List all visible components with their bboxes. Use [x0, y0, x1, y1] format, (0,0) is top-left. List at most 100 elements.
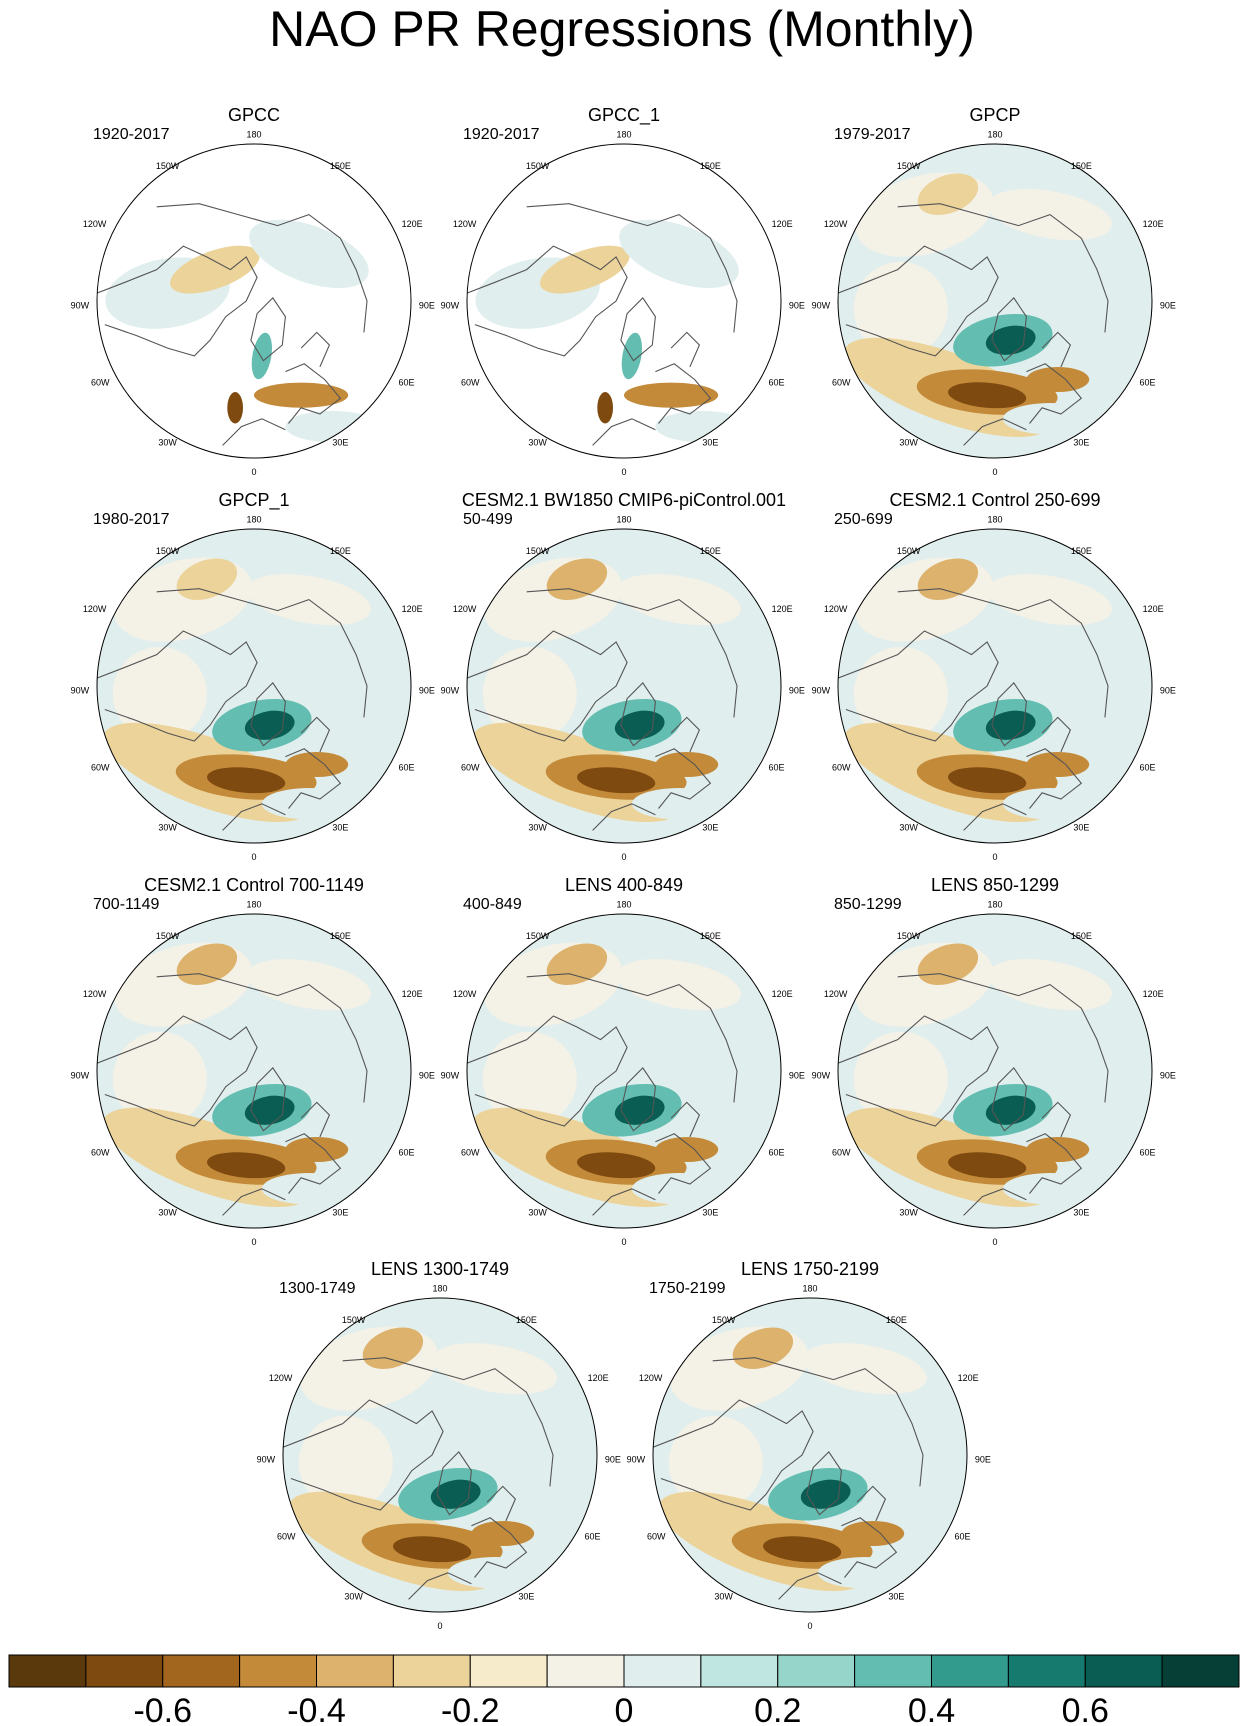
longitude-label: 120W	[824, 219, 848, 229]
longitude-label: 150W	[526, 161, 550, 171]
coastline	[963, 1188, 1027, 1216]
coastline	[283, 1399, 444, 1511]
anomaly-region	[1002, 403, 1098, 435]
map-panels: 180 0 150W 120W 90W 60W 30W 150E 120E 90E 60E 30E GP…	[71, 105, 1176, 1631]
longitude-label: 120E	[402, 604, 423, 614]
longitude-label: 90W	[441, 1071, 460, 1081]
figure-title: NAO PR Regressions (Monthly)	[269, 1, 975, 57]
anomaly-region	[1002, 1173, 1098, 1205]
anomaly-region	[668, 1415, 763, 1510]
longitude-label: 60E	[584, 1532, 600, 1542]
colorbar-segment	[85, 1654, 164, 1688]
coastline	[841, 1517, 898, 1578]
panel-title: CESM2.1 Control 700-1149	[144, 875, 364, 895]
anomaly-region	[948, 767, 1027, 794]
longitude-label: 150E	[330, 931, 351, 941]
panel-title: GPCP	[969, 105, 1020, 125]
longitude-label: 120E	[402, 219, 423, 229]
anomaly-region	[577, 1152, 656, 1179]
longitude-label: 0	[251, 467, 256, 477]
longitude-label: 180	[616, 900, 631, 910]
coastline	[222, 803, 286, 831]
coastline	[285, 363, 342, 424]
anomaly-region	[1026, 751, 1090, 778]
longitude-label: 150W	[897, 546, 921, 556]
coastline	[1026, 1133, 1083, 1194]
coastline	[1041, 1101, 1072, 1138]
coastline	[526, 973, 738, 1103]
anomaly-region	[763, 1536, 842, 1563]
longitude-label: 30W	[899, 822, 918, 832]
colorbar-segment	[316, 1654, 394, 1688]
coastline	[655, 748, 712, 809]
longitude-label: 120E	[1143, 219, 1164, 229]
longitude-label: 150W	[526, 546, 550, 556]
anomaly-region	[853, 1031, 948, 1126]
map-panel: 180 0 150W 120W 90W 60W 30W 150E 120E 90E 60E 30E LE…	[812, 875, 1176, 1247]
map-background	[97, 144, 411, 458]
anomaly-region	[285, 1136, 349, 1163]
colorbar-segment	[469, 1654, 548, 1688]
longitude-label: 120W	[83, 989, 107, 999]
colorbar-segment	[623, 1654, 702, 1688]
longitude-label: 60E	[398, 1148, 414, 1158]
coastline	[486, 1485, 517, 1522]
longitude-label: 90W	[812, 686, 831, 696]
coastline	[156, 203, 368, 333]
panel-period: 250-699	[834, 511, 893, 528]
colorbar-segment	[777, 1654, 856, 1688]
panel-period: 50-499	[463, 511, 513, 528]
longitude-label: 120W	[83, 219, 107, 229]
longitude-label: 90W	[257, 1455, 276, 1465]
longitude-label: 30W	[528, 822, 547, 832]
longitude-label: 60E	[1139, 763, 1155, 773]
longitude-label: 120E	[1143, 604, 1164, 614]
coastline	[620, 1067, 656, 1132]
longitude-label: 60E	[398, 378, 414, 388]
longitude-label: 60W	[91, 1148, 110, 1158]
map-border	[837, 528, 1153, 844]
longitude-label: 150W	[712, 1315, 736, 1325]
coastline	[592, 1188, 656, 1216]
coastline	[526, 203, 738, 333]
anomaly-region	[471, 1520, 535, 1547]
anomaly-region	[853, 646, 948, 741]
anomaly-region	[261, 1173, 357, 1205]
longitude-label: 60E	[1139, 1148, 1155, 1158]
longitude-label: 60E	[1139, 378, 1155, 388]
map-background	[467, 144, 781, 458]
map-panel: 180 0 150W 120W 90W 60W 30W 150E 120E 90E 60E 30E GP…	[812, 105, 1176, 477]
colorbar-tick-label: 0.2	[754, 1692, 801, 1726]
longitude-label: 120W	[83, 604, 107, 614]
longitude-label: 150W	[156, 931, 180, 941]
panel-title: LENS 1750-2199	[741, 1259, 879, 1279]
panel-title: GPCC	[228, 105, 280, 125]
panel-period: 400-849	[463, 896, 522, 913]
longitude-label: 90E	[1160, 1071, 1176, 1081]
longitude-label: 90E	[789, 686, 805, 696]
longitude-label: 90W	[812, 1071, 831, 1081]
anomaly-region	[298, 1415, 393, 1510]
map-border	[96, 913, 412, 1229]
coastline	[991, 1067, 1027, 1132]
longitude-label: 150W	[897, 161, 921, 171]
map-border	[837, 913, 1153, 1229]
longitude-label: 30W	[344, 1591, 363, 1601]
longitude-label: 180	[432, 1284, 447, 1294]
coastline	[467, 630, 628, 742]
coastline	[838, 245, 999, 357]
coastline	[156, 973, 368, 1103]
longitude-label: 0	[992, 1237, 997, 1247]
longitude-label: 0	[992, 852, 997, 862]
anomaly-region	[948, 1152, 1027, 1179]
panel-period: 1750-2199	[649, 1280, 726, 1297]
longitude-label: 90E	[1160, 301, 1176, 311]
coastline	[991, 682, 1027, 747]
longitude-label: 120W	[269, 1373, 293, 1383]
coastline	[991, 297, 1027, 362]
anomaly-region	[482, 646, 577, 741]
longitude-label: 30E	[332, 1207, 348, 1217]
anomaly-region	[227, 392, 244, 424]
coastline	[300, 1101, 331, 1138]
coastline	[778, 1572, 842, 1600]
